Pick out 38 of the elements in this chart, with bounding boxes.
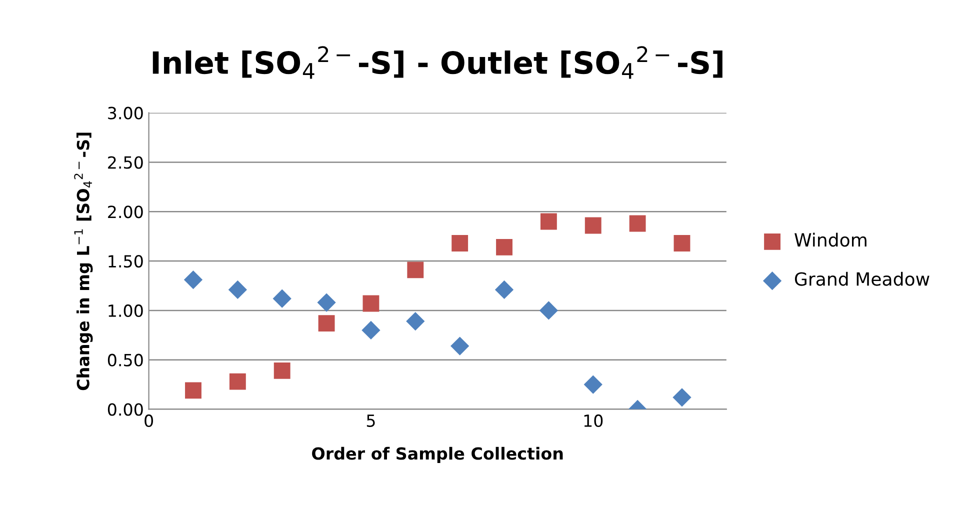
point: [274, 362, 290, 379]
point: [452, 235, 468, 252]
legend-label: Windom: [794, 232, 866, 247]
point: [407, 262, 424, 278]
y-tick-label: 0.50: [108, 354, 143, 366]
point: [228, 280, 247, 300]
point: [317, 293, 336, 312]
point: [672, 388, 692, 407]
point: [362, 295, 380, 312]
y-tick-label: 2.50: [108, 156, 143, 169]
point: [496, 238, 512, 256]
point: [494, 280, 514, 300]
point: [584, 217, 602, 234]
point: [540, 213, 557, 230]
point: [318, 315, 335, 332]
legend-label: Grand Meadow: [794, 272, 930, 286]
y-tick-label: 1.50: [108, 255, 143, 268]
y-tick-label: 0.00: [108, 403, 143, 416]
point: [674, 235, 690, 252]
point: [229, 373, 246, 390]
x-tick-label: 0: [144, 414, 154, 427]
point: [185, 382, 202, 399]
x-axis-title: Order of Sample Collection: [312, 446, 563, 464]
point: [584, 375, 602, 394]
y-tick-label: 3.00: [108, 106, 143, 120]
y-tick-label: 1.00: [108, 304, 143, 318]
point: [406, 312, 425, 331]
y-axis-title: Change in mg L$^{−1}$ [SO$_{4}$$^{2−}$-S]: [74, 132, 93, 390]
point: [450, 336, 470, 356]
point: [539, 301, 558, 320]
point: [362, 320, 380, 340]
point: [184, 270, 203, 290]
chart-title: Inlet [SO$_{4}$$^{2−}$-S] - Outlet [SO$_{4}$$^{2−}$-S]: [152, 46, 722, 79]
point: [629, 215, 646, 232]
x-tick-label: 10: [584, 414, 603, 427]
x-tick-label: 5: [366, 414, 375, 427]
point: [272, 289, 292, 308]
y-tick-label: 2.00: [108, 206, 143, 218]
